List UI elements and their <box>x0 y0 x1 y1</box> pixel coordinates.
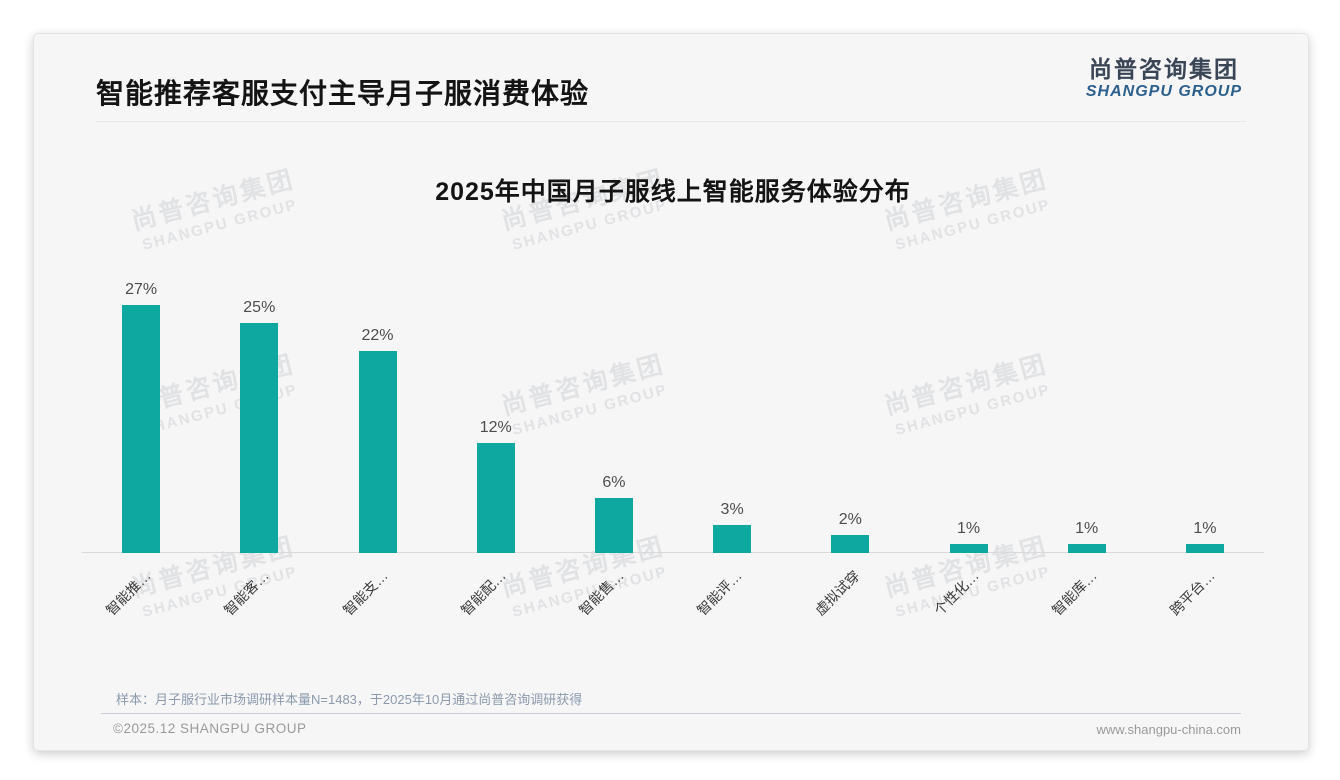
bar-value-label: 25% <box>243 299 276 316</box>
bar <box>358 351 397 553</box>
bar-chart: 27% 智能推… 25% 智能客… 22% 智能支… 12% 智能配… 6% 智能售… 3% 智能评…… <box>82 268 1264 618</box>
bar-value-label: 6% <box>602 474 626 491</box>
bar <box>476 443 515 553</box>
company-logo-en: SHANGPU GROUP <box>1085 83 1242 101</box>
x-axis-label: 智能客… <box>221 567 273 619</box>
bar-value-label: 3% <box>720 501 744 518</box>
x-axis-label: 虚拟试穿 <box>812 567 864 619</box>
x-axis-label: 智能售… <box>575 567 627 619</box>
bar <box>240 323 279 553</box>
bar-value-label: 22% <box>361 327 394 344</box>
x-axis-label: 智能评… <box>693 567 745 619</box>
bar-value-label: 1% <box>956 520 981 537</box>
bar <box>122 305 161 553</box>
bar <box>594 498 633 553</box>
slide-card: 尚普咨询集团 SHANGPU GROUP 尚普咨询集团 SHANGPU GROUP 尚普… <box>33 33 1309 751</box>
bar-slot: 2% 虚拟试穿 <box>791 268 909 618</box>
bar-slot: 3% 智能评… <box>673 268 791 618</box>
source-note: 样本：月子服行业市场调研样本量N=1483，于2025年10月通过尚普咨询调研获… <box>116 692 583 707</box>
bar <box>831 535 870 553</box>
watermark: 尚普咨询集团 SHANGPU GROUP <box>84 154 347 266</box>
x-axis-label: 个性化… <box>930 567 982 619</box>
company-logo-cn: 尚普咨询集团 <box>1088 56 1239 82</box>
page-title: 智能推荐客服支付主导月子服消费体验 <box>96 78 590 109</box>
bar-slot: 22% 智能支… <box>318 268 436 618</box>
bar-value-label: 1% <box>1193 520 1217 537</box>
x-axis-label: 智能支… <box>339 567 391 619</box>
bar <box>713 525 752 553</box>
chart-title: 2025年中国月子服线上智能服务体验分布 <box>435 178 911 206</box>
watermark: 尚普咨询集团 SHANGPU GROUP <box>454 154 717 266</box>
bar-value-label: 12% <box>479 419 512 436</box>
bar <box>1067 544 1106 553</box>
x-axis-line <box>82 552 1264 553</box>
x-axis-label: 智能配… <box>457 567 509 619</box>
bar <box>949 544 988 553</box>
website-text: www.shangpu-china.com <box>1096 722 1241 737</box>
x-axis-label: 智能库… <box>1048 567 1100 619</box>
bar-slot: 1% 个性化… <box>909 268 1027 618</box>
bar-slot: 27% 智能推… <box>82 268 200 618</box>
bar-value-label: 27% <box>125 281 158 298</box>
bar-slot: 1% 智能库… <box>1028 268 1146 618</box>
footer-divider <box>101 713 1241 714</box>
bar-slot: 6% 智能售… <box>555 268 673 618</box>
bar <box>1185 544 1224 553</box>
title-divider <box>96 121 1246 122</box>
bar-value-label: 2% <box>838 511 862 528</box>
x-axis-label: 智能推… <box>102 567 154 619</box>
bar-value-label: 1% <box>1075 520 1099 537</box>
company-logo: 尚普咨询集团 SHANGPU GROUP <box>1086 56 1242 101</box>
bar-slot: 25% 智能客… <box>200 268 318 618</box>
bar-slot: 1% 跨平台… <box>1146 268 1264 618</box>
copyright-text: ©2025.12 SHANGPU GROUP <box>113 721 307 736</box>
watermark: 尚普咨询集团 SHANGPU GROUP <box>837 154 1100 266</box>
x-axis-label: 跨平台… <box>1166 567 1218 619</box>
bar-slot: 12% 智能配… <box>437 268 555 618</box>
